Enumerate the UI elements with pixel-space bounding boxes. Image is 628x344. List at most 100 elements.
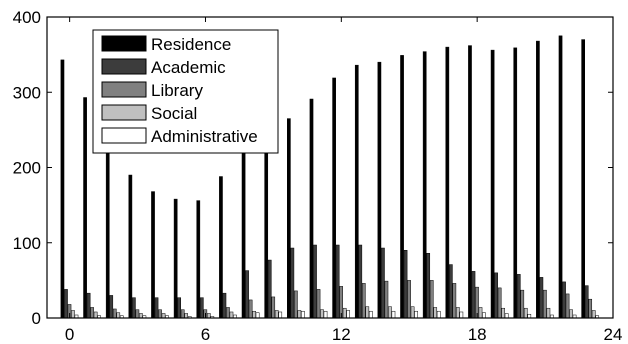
x-tick-label: 6 bbox=[201, 325, 210, 344]
bar-social-0 bbox=[71, 310, 75, 319]
bar-residence-1 bbox=[83, 97, 87, 319]
bar-library-21 bbox=[543, 289, 547, 319]
bar-library-15 bbox=[407, 280, 411, 319]
legend-swatch-library bbox=[101, 81, 147, 98]
bar-administrative-18 bbox=[482, 312, 486, 319]
bar-administrative-8 bbox=[255, 312, 260, 319]
bar-library-5 bbox=[180, 309, 185, 319]
bar-residence-21 bbox=[536, 40, 540, 319]
bar-library-16 bbox=[429, 280, 434, 319]
legend-label-administrative: Administrative bbox=[151, 127, 258, 146]
bar-library-11 bbox=[316, 289, 321, 319]
bar-social-13 bbox=[365, 306, 370, 319]
bar-residence-15 bbox=[400, 55, 404, 319]
bar-academic-12 bbox=[335, 244, 340, 319]
bar-residence-19 bbox=[490, 49, 495, 319]
bar-academic-7 bbox=[222, 292, 227, 319]
bar-academic-4 bbox=[154, 297, 159, 319]
bar-library-22 bbox=[565, 293, 570, 319]
bar-library-20 bbox=[520, 289, 525, 319]
bar-academic-23 bbox=[584, 285, 589, 319]
bar-library-1 bbox=[90, 307, 94, 319]
bar-residence-5 bbox=[173, 198, 178, 319]
bar-administrative-10 bbox=[301, 310, 305, 319]
bar-social-17 bbox=[456, 307, 460, 319]
axes-layer: 0 6 12 18 24 0 100 200 300 400 bbox=[13, 8, 623, 344]
bar-social-18 bbox=[478, 307, 483, 319]
y-tick-label: 100 bbox=[13, 234, 41, 253]
bar-social-2 bbox=[116, 312, 121, 319]
bar-social-10 bbox=[297, 310, 302, 319]
bar-academic-21 bbox=[539, 277, 544, 319]
bar-social-22 bbox=[569, 309, 573, 319]
bar-social-5 bbox=[184, 313, 188, 319]
bar-social-6 bbox=[206, 313, 211, 319]
bar-residence-17 bbox=[445, 46, 450, 319]
bar-social-11 bbox=[320, 309, 324, 319]
bar-library-9 bbox=[271, 296, 276, 319]
y-tick-label: 400 bbox=[13, 8, 41, 27]
x-tick-label: 18 bbox=[468, 325, 487, 344]
bar-social-7 bbox=[229, 311, 234, 319]
bar-academic-15 bbox=[403, 250, 408, 319]
bar-academic-20 bbox=[516, 274, 521, 319]
bars-layer bbox=[60, 35, 600, 319]
bar-academic-22 bbox=[562, 281, 566, 319]
bar-social-4 bbox=[161, 313, 166, 319]
bar-library-14 bbox=[384, 280, 389, 319]
bar-social-1 bbox=[93, 311, 98, 319]
bar-academic-16 bbox=[426, 253, 431, 319]
bar-residence-13 bbox=[354, 64, 359, 319]
legend: Residence Academic Library Social Administra… bbox=[92, 29, 279, 154]
bar-administrative-9 bbox=[278, 311, 283, 319]
bar-academic-14 bbox=[381, 247, 385, 319]
bar-administrative-15 bbox=[414, 310, 418, 319]
bar-residence-14 bbox=[377, 61, 382, 319]
bar-administrative-14 bbox=[391, 310, 396, 319]
bar-library-8 bbox=[248, 299, 253, 319]
bar-library-10 bbox=[294, 290, 298, 319]
legend-label-residence: Residence bbox=[151, 35, 231, 54]
bar-residence-12 bbox=[332, 77, 336, 319]
bar-residence-11 bbox=[309, 98, 314, 319]
bar-administrative-17 bbox=[459, 311, 464, 319]
bar-social-14 bbox=[388, 306, 392, 319]
bar-residence-6 bbox=[196, 200, 201, 319]
legend-swatch-academic bbox=[101, 58, 147, 75]
bar-administrative-12 bbox=[346, 310, 350, 319]
bar-academic-9 bbox=[267, 259, 272, 319]
bar-residence-20 bbox=[513, 47, 518, 319]
bar-residence-7 bbox=[219, 176, 223, 319]
bar-social-19 bbox=[501, 307, 505, 319]
bar-social-15 bbox=[410, 306, 415, 319]
bar-academic-17 bbox=[449, 264, 453, 319]
bar-library-17 bbox=[452, 283, 457, 319]
bar-administrative-16 bbox=[436, 310, 441, 319]
bar-social-8 bbox=[252, 310, 256, 319]
x-tick-label: 0 bbox=[65, 325, 74, 344]
bar-social-23 bbox=[591, 310, 596, 319]
bar-library-4 bbox=[158, 309, 162, 319]
bar-residence-16 bbox=[422, 51, 427, 319]
legend-swatch-administrative bbox=[101, 127, 147, 144]
bar-residence-23 bbox=[581, 39, 586, 319]
bar-residence-10 bbox=[287, 118, 291, 319]
legend-swatch-social bbox=[101, 104, 147, 121]
bar-residence-2 bbox=[105, 143, 110, 319]
bar-academic-19 bbox=[494, 272, 498, 319]
bar-residence-9 bbox=[264, 135, 269, 319]
legend-label-social: Social bbox=[151, 104, 197, 123]
bar-social-12 bbox=[342, 307, 347, 319]
bar-academic-5 bbox=[177, 297, 181, 319]
y-tick-label: 200 bbox=[13, 159, 41, 178]
x-tick-label: 24 bbox=[604, 325, 623, 344]
bar-academic-18 bbox=[471, 271, 476, 319]
bar-academic-0 bbox=[64, 289, 68, 319]
bar-residence-3 bbox=[128, 174, 133, 319]
bar-library-23 bbox=[588, 298, 593, 319]
bar-library-3 bbox=[135, 309, 140, 319]
bar-residence-18 bbox=[468, 45, 472, 319]
bar-social-9 bbox=[274, 310, 279, 319]
bar-academic-3 bbox=[132, 297, 136, 319]
